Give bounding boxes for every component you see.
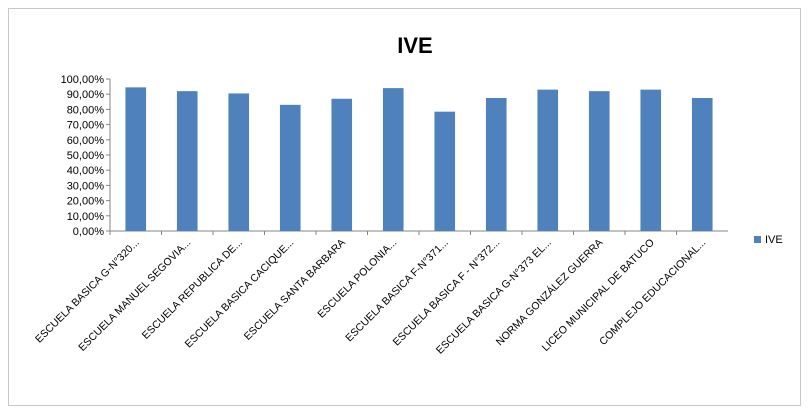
y-tick-label: 70,00%	[67, 120, 105, 132]
y-tick-label: 90,00%	[67, 89, 105, 101]
x-tick-label: LICEO MUNICIPAL DE BATUCO	[540, 237, 657, 354]
bar	[125, 87, 147, 231]
bar	[485, 98, 507, 231]
bar	[331, 98, 353, 231]
chart-frame: IVE 0,00% 10,00% 20,00% 30,00% 40,00% 50,00% 6…	[8, 8, 801, 406]
bar	[640, 89, 662, 231]
x-tick-label: ESCUELA BASICA G-N°320...	[33, 237, 142, 346]
x-tick-label: ESCUELA REPUBLICA DE...	[140, 237, 245, 342]
x-tick-label: NORMA GONZÁLEZ GUERRA	[493, 236, 605, 348]
y-tick-label: 50,00%	[67, 150, 105, 162]
y-tick-label: 80,00%	[67, 104, 105, 116]
y-tick-label: 20,00%	[67, 196, 105, 208]
chart-title: IVE	[397, 33, 432, 58]
ive-bar-chart: IVE 0,00% 10,00% 20,00% 30,00% 40,00% 50,00% 6…	[33, 33, 783, 357]
y-tick-label: 100,00%	[61, 74, 105, 86]
x-tick-label: ESCUELA BASICA CACIQUE...	[183, 237, 297, 351]
bars	[109, 87, 713, 235]
bar	[279, 104, 301, 231]
bar	[588, 91, 610, 231]
bar	[691, 98, 713, 231]
x-tick-label: ESCUELA MANUEL SEGOVIA...	[76, 237, 193, 354]
bar	[434, 111, 456, 231]
x-axis-labels: ESCUELA BASICA G-N°320...ESCUELA MANUEL …	[33, 236, 708, 357]
y-tick-label: 60,00%	[67, 135, 105, 147]
legend-label: IVE	[765, 234, 783, 246]
y-tick-label: 40,00%	[67, 165, 105, 177]
legend: IVE	[754, 234, 783, 246]
legend-swatch	[754, 236, 761, 243]
y-tick-label: 0,00%	[73, 226, 104, 238]
bar	[537, 89, 559, 231]
y-tick-label: 30,00%	[67, 180, 105, 192]
x-tick-label: ESCUELA BASICA F - N°372...	[391, 237, 503, 349]
y-tick-label: 10,00%	[67, 211, 105, 223]
bar	[228, 93, 250, 231]
bar	[176, 91, 198, 231]
x-tick-label: ESCUELA BASICA F-N°371...	[343, 237, 451, 345]
bar	[382, 88, 404, 232]
x-tick-label: COMPLEJO EDUCACIONAL...	[597, 237, 708, 348]
x-tick-label: ESCUELA SANTA BARBARA	[242, 237, 348, 343]
